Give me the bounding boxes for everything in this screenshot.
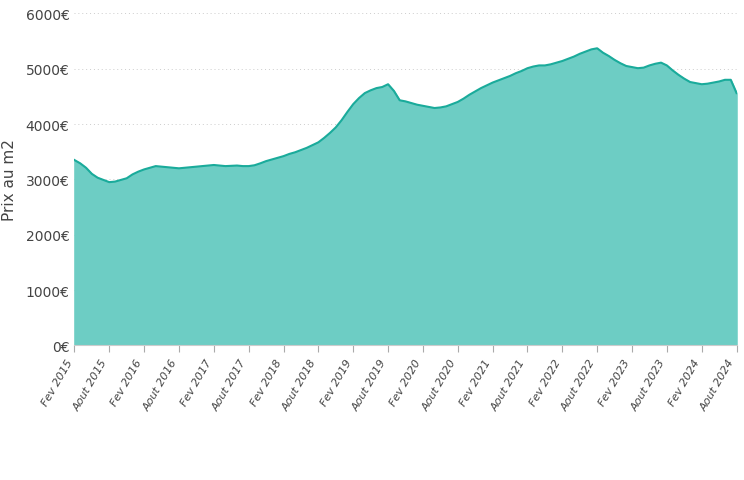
Y-axis label: Prix au m2: Prix au m2 (2, 139, 17, 221)
